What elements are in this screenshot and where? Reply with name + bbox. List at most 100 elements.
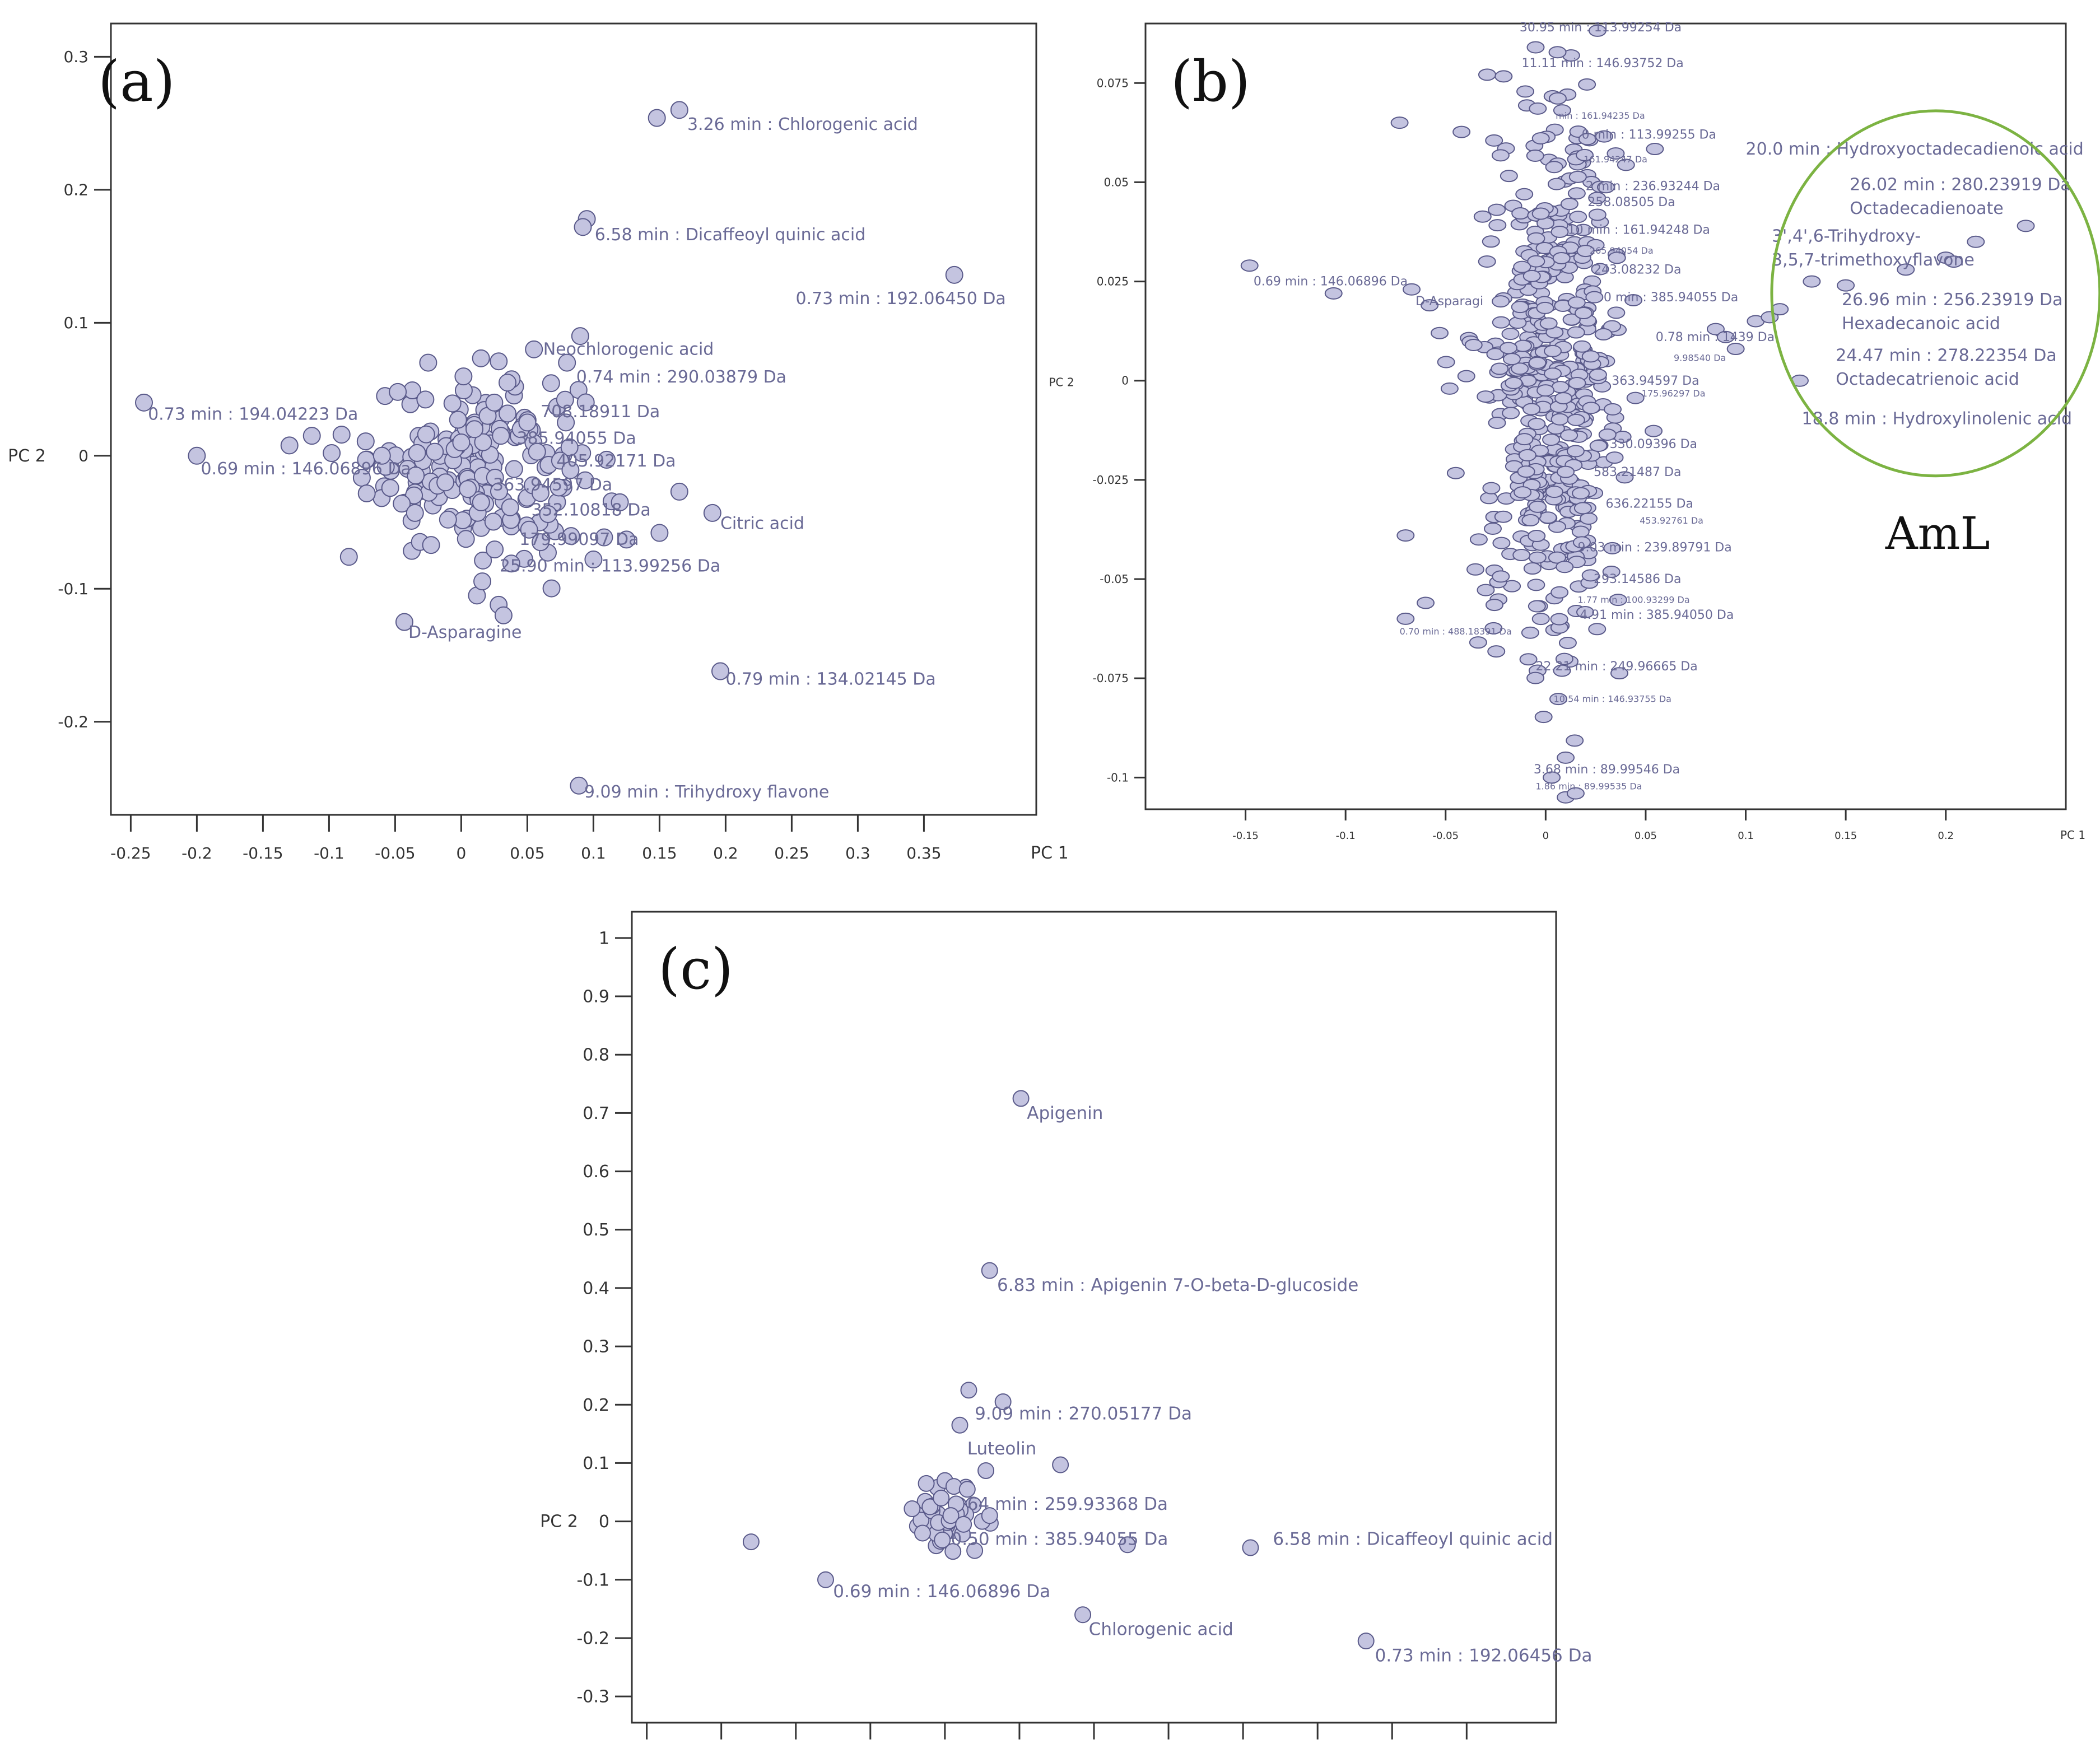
loading-point xyxy=(1517,465,1535,478)
point-annotation: 179.99097 Da xyxy=(519,530,639,549)
loading-point xyxy=(1486,348,1505,361)
loading-point xyxy=(1706,323,1725,335)
x-tick-label: 0.15 xyxy=(642,844,677,862)
loading-point xyxy=(539,505,557,523)
point-annotation: Hexadecanoic acid xyxy=(1842,314,2000,334)
point-annotation: 1.86 min : 89.99535 Da xyxy=(1535,781,1642,792)
loading-point xyxy=(1646,143,1664,156)
loading-point xyxy=(1572,536,1591,549)
x-tick-label: -0.1 xyxy=(1336,830,1356,842)
loading-point xyxy=(501,498,519,516)
point-annotation: 22.21 min : 249.96665 Da xyxy=(1535,660,1697,674)
loading-point xyxy=(977,1462,995,1479)
x-axis-label: PC 1 xyxy=(1031,843,1069,863)
loading-point xyxy=(1482,235,1500,248)
loading-point xyxy=(449,411,467,429)
point-annotation: 0.69 min : 146.06896 Da xyxy=(201,459,411,479)
loading-point xyxy=(532,484,550,502)
loading-point xyxy=(1528,530,1546,543)
loading-point xyxy=(1566,445,1585,458)
loading-point xyxy=(1469,636,1487,649)
loading-point xyxy=(188,446,206,465)
loading-point xyxy=(436,473,455,492)
loading-point xyxy=(742,1533,760,1551)
point-annotation: 636.22155 Da xyxy=(1606,497,1693,511)
loading-point xyxy=(1421,299,1439,312)
loading-point xyxy=(1531,207,1550,220)
point-annotation: 0 min : 385.94055 Da xyxy=(1604,291,1738,305)
loading-point xyxy=(1595,130,1613,143)
point-annotation: 6.58 min : Dicaffeoyl quinic acid xyxy=(1273,1529,1553,1549)
point-annotation: 175.96297 Da xyxy=(1642,388,1706,399)
loading-point xyxy=(1568,170,1587,183)
y-tick-label: 0.5 xyxy=(583,1220,609,1240)
loading-point xyxy=(1487,645,1506,658)
loading-point xyxy=(1607,147,1625,160)
loading-point xyxy=(1594,328,1613,341)
point-annotation: 26.96 min : 256.23919 Da xyxy=(1842,290,2062,310)
loading-point xyxy=(1542,433,1561,446)
loading-point xyxy=(1500,170,1518,183)
x-tick-label: 0.15 xyxy=(1834,830,1857,842)
loading-point xyxy=(1536,301,1554,314)
loading-point xyxy=(951,1416,968,1434)
loading-point xyxy=(1567,296,1586,309)
point-annotation: 363.94597 Da xyxy=(1612,374,1699,388)
loading-point xyxy=(1514,486,1532,499)
loading-point xyxy=(1545,486,1563,498)
loading-point xyxy=(393,495,411,513)
loading-point xyxy=(1610,667,1628,680)
loading-point xyxy=(1485,134,1503,147)
loading-point xyxy=(1557,751,1575,764)
loading-point xyxy=(1515,433,1534,446)
loading-point xyxy=(1529,102,1547,115)
point-annotation: Neochlorogenic acid xyxy=(543,339,714,359)
loading-point xyxy=(472,349,490,367)
loading-point xyxy=(1485,599,1503,612)
loading-point xyxy=(1607,306,1626,319)
y-tick-label: 0 xyxy=(1121,374,1129,388)
loading-point xyxy=(1566,787,1585,800)
point-annotation: 352.10818 Da xyxy=(531,501,650,520)
loading-point xyxy=(944,1543,962,1560)
loading-point xyxy=(405,486,423,505)
y-tick-label: 0.2 xyxy=(583,1396,609,1415)
loading-point xyxy=(1526,41,1545,54)
loading-point xyxy=(1513,260,1531,273)
loading-point xyxy=(557,413,575,432)
point-annotation: 3,5,7-trimethoxyflavone xyxy=(1772,250,1975,270)
x-tick-label: -0.2 xyxy=(181,844,212,862)
y-axis-label: PC 2 xyxy=(8,446,46,466)
x-tick-label: 0.25 xyxy=(774,844,809,862)
loading-point xyxy=(518,413,537,432)
loading-point xyxy=(1557,465,1575,478)
point-annotation: 9.09 min : Trihydroxy flavone xyxy=(584,782,830,802)
loading-point xyxy=(1521,626,1539,639)
point-annotation: 0.74 min : 290.03879 Da xyxy=(576,367,786,387)
y-axis-label: PC 2 xyxy=(540,1512,578,1532)
loading-point xyxy=(1477,390,1495,403)
data-layer-a xyxy=(135,101,963,795)
loading-point xyxy=(332,426,351,444)
y-tick-label: 0.8 xyxy=(583,1046,609,1065)
loading-point xyxy=(1560,429,1579,442)
loading-point xyxy=(1589,440,1608,453)
point-annotation: 64 min : 259.93368 Da xyxy=(967,1494,1168,1514)
loading-point xyxy=(1582,402,1600,414)
loading-point xyxy=(1602,566,1621,579)
loading-point xyxy=(339,548,358,566)
loading-point xyxy=(1608,251,1626,264)
loading-point xyxy=(1446,467,1465,479)
y-tick-label: 0.075 xyxy=(1097,76,1129,90)
loading-point xyxy=(1492,570,1510,583)
loading-point xyxy=(576,471,594,489)
loading-point xyxy=(1544,344,1562,357)
loading-point xyxy=(942,1507,960,1524)
loading-point xyxy=(439,510,457,529)
loading-point xyxy=(1897,263,1915,276)
point-annotation: 3.68 min : 89.99546 Da xyxy=(1534,763,1680,777)
loading-point xyxy=(1396,612,1415,625)
loading-point xyxy=(381,479,399,497)
loading-point xyxy=(1491,362,1509,375)
loading-point xyxy=(454,367,473,386)
